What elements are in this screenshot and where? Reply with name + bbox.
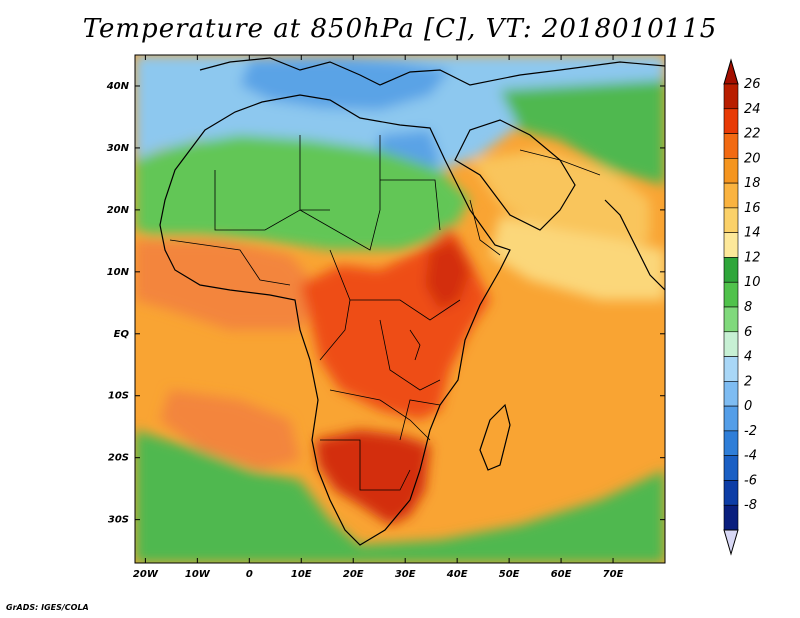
colorbar-swatch (723, 281, 739, 308)
x-tick-label: 20E (343, 569, 364, 580)
colorbar-swatch (723, 232, 739, 258)
colorbar-under-arrow (723, 529, 739, 556)
colorbar-over-arrow (723, 58, 739, 85)
colorbar-label: 14 (744, 226, 761, 241)
x-tick-label: 40E (446, 569, 468, 580)
x-tick-label: 10E (291, 569, 312, 580)
colorbar-swatch (723, 455, 739, 481)
border-line (380, 179, 441, 231)
y-tick-label: 40N (106, 81, 130, 92)
colorbar-label: 24 (744, 102, 761, 117)
x-tick-label: 50E (499, 569, 520, 580)
colorbar-label: -2 (744, 424, 757, 439)
x-tick-label: 60E (551, 569, 572, 580)
border-line (519, 149, 601, 176)
x-tick-label: 0 (246, 569, 253, 580)
colorbar-swatch (723, 207, 739, 233)
colorbar-swatch (723, 306, 739, 333)
y-tick-label: 20N (107, 205, 130, 216)
colorbar-label: 8 (744, 300, 752, 315)
field-arabia (470, 150, 650, 250)
border-line (469, 199, 501, 256)
field-ocean-warm (160, 390, 300, 470)
arabia-coastline (454, 119, 576, 231)
y-tick-label: 10S (108, 391, 129, 402)
border-line (379, 319, 441, 391)
field-indian-yellow (490, 215, 665, 300)
y-tick-label: 30N (107, 143, 130, 154)
border-line (319, 249, 351, 361)
x-tick-label: 20W (133, 569, 159, 580)
y-tick-label: 30S (108, 515, 129, 526)
colorbar-label: -8 (744, 498, 757, 513)
colorbar-swatch (723, 480, 739, 506)
field-south-green (135, 430, 665, 563)
coastlines (159, 57, 665, 546)
border-line (320, 439, 411, 491)
field-asia-green (500, 80, 665, 185)
border-line (350, 299, 461, 321)
colorbar-swatch (723, 430, 739, 456)
x-tick-label: 10W (185, 569, 211, 580)
country-borders (169, 135, 601, 491)
x-tick-label: 70E (603, 569, 624, 580)
colorbar-swatch (723, 504, 739, 531)
field-mediterranean (240, 58, 450, 110)
colorbar-swatch (723, 182, 739, 209)
colorbar-swatch (723, 356, 739, 382)
colorbar-label: 6 (744, 325, 752, 340)
border-line (399, 399, 441, 441)
colorbar-label: -6 (744, 473, 757, 488)
colorbar-swatch (723, 133, 739, 159)
y-tick-label: EQ (114, 329, 130, 340)
madagascar-outline (479, 403, 511, 471)
field-ethiopia-hot (425, 240, 470, 310)
border-line (329, 389, 431, 441)
border-line (299, 135, 381, 251)
colorbar-label: 4 (744, 350, 752, 365)
field-west-band (135, 240, 320, 330)
europe-coastline (199, 57, 665, 86)
plot-frame (134, 54, 666, 564)
india-coastline (604, 199, 665, 291)
colorbar-swatch (723, 381, 739, 407)
colorbar-swatch (723, 331, 739, 357)
colorbar-label: 26 (744, 77, 761, 92)
colorbar-label: 16 (744, 201, 761, 216)
colorbar-swatch (723, 83, 739, 110)
colorbar-label: -4 (744, 449, 757, 464)
x-axis-ticks: 20W 10W 0 10E 20E 30E 40E 50E 60E 70E (133, 55, 624, 580)
colorbar-swatch (723, 158, 739, 184)
y-tick-label: 20S (108, 453, 129, 464)
field-sahara-green (135, 135, 470, 250)
colorbar-swatch (723, 108, 739, 134)
credit-text: GrADS: IGES/COLA (6, 603, 89, 612)
colorbar-label: 0 (744, 399, 752, 414)
africa-coastline (159, 94, 511, 546)
colorbar-label: 20 (744, 151, 761, 166)
field-very-hot (315, 430, 430, 525)
x-tick-label: 30E (395, 569, 416, 580)
colorbar-swatch (723, 257, 739, 283)
border-line (214, 170, 330, 231)
colorbar-swatch (723, 405, 739, 432)
temperature-field (135, 55, 665, 563)
colorbar-label: 10 (744, 275, 761, 290)
border-line (169, 239, 291, 286)
y-tick-label: 10N (107, 267, 130, 278)
colorbar-label: 18 (744, 176, 761, 191)
map-title: Temperature at 850hPa [C], VT: 201801011… (82, 14, 718, 44)
colorbar-label: 12 (744, 250, 761, 265)
y-axis-ticks: 40N 30N 20N 10N EQ 10S 20S 30S (106, 81, 665, 526)
colorbar-label: 22 (744, 127, 761, 142)
colorbar-label: 2 (744, 374, 752, 389)
border-line (409, 329, 421, 361)
